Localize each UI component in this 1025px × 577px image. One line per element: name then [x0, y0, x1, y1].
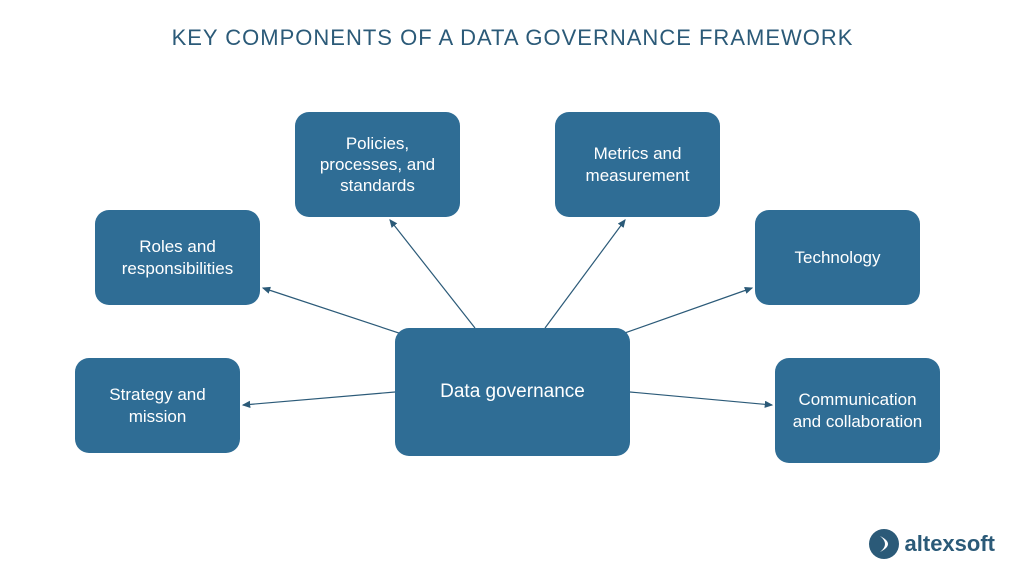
- diagram-title: KEY COMPONENTS OF A DATA GOVERNANCE FRAM…: [0, 25, 1025, 51]
- node-comm: Communication and collaboration: [775, 358, 940, 463]
- center-node: Data governance: [395, 328, 630, 456]
- connector-arrow: [243, 392, 395, 405]
- brand-logo: altexsoft: [869, 529, 995, 559]
- node-strategy: Strategy and mission: [75, 358, 240, 453]
- connector-arrow: [545, 220, 625, 328]
- node-policies: Policies, processes, and standards: [295, 112, 460, 217]
- node-tech: Technology: [755, 210, 920, 305]
- logo-text: altexsoft: [905, 531, 995, 557]
- node-roles: Roles and responsibilities: [95, 210, 260, 305]
- connector-arrow: [390, 220, 475, 328]
- logo-mark-icon: [869, 529, 899, 559]
- connector-arrow: [605, 288, 752, 340]
- connector-arrow: [630, 392, 772, 405]
- connector-arrow: [263, 288, 420, 340]
- node-metrics: Metrics and measurement: [555, 112, 720, 217]
